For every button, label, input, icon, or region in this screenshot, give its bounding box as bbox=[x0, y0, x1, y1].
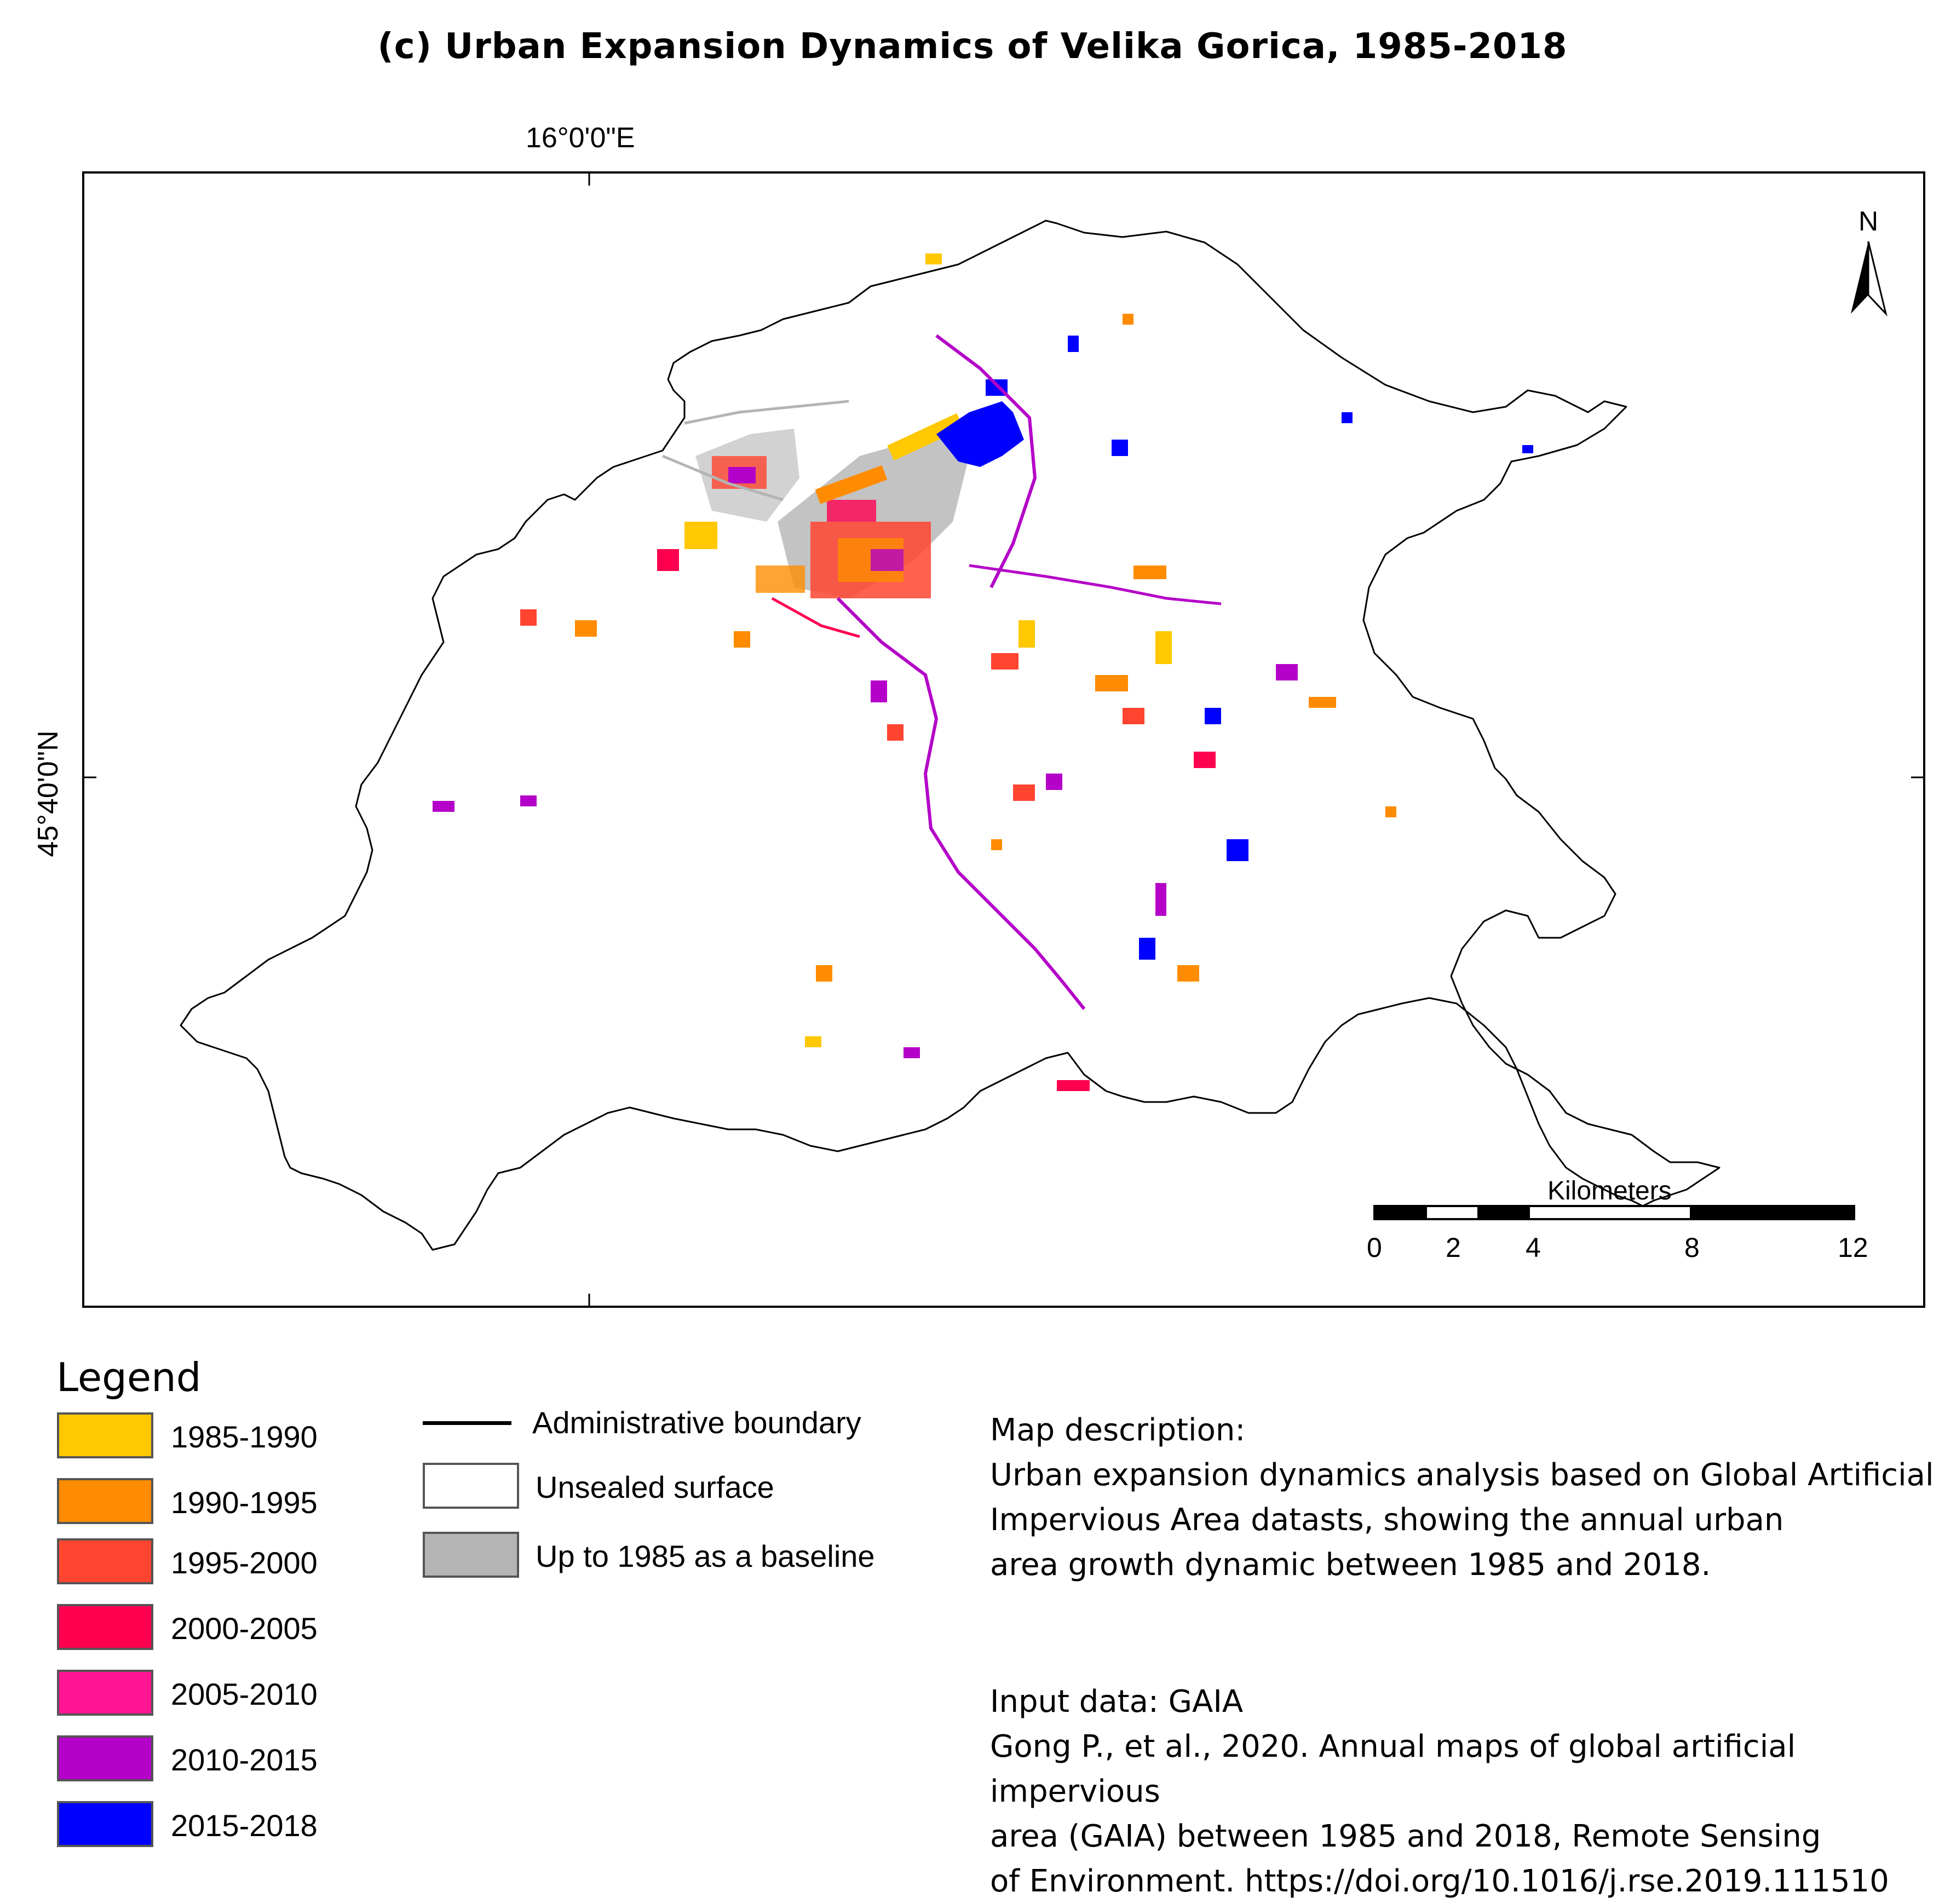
legend-swatch-baseline bbox=[423, 1532, 519, 1578]
legend-swatch-2015-2018 bbox=[57, 1801, 153, 1847]
longitude-label: 16°0'0"E bbox=[526, 122, 635, 154]
legend-label-2000-2005: 2000-2005 bbox=[171, 1611, 318, 1646]
legend-swatch-1985-1990 bbox=[57, 1412, 153, 1458]
map-description: Map description: Urban expansion dynamic… bbox=[990, 1408, 1934, 1588]
legend-line-admin-boundary bbox=[423, 1421, 511, 1425]
scale-tick-12: 12 bbox=[1838, 1232, 1868, 1263]
map-canvas: N bbox=[82, 171, 1925, 1308]
latitude-label: 45°40'0"N bbox=[32, 730, 64, 857]
legend-label-baseline: Up to 1985 as a baseline bbox=[536, 1539, 875, 1573]
legend-label-1995-2000: 1995-2000 bbox=[171, 1545, 318, 1580]
legend-swatch-2005-2010 bbox=[57, 1670, 153, 1716]
legend-label-1985-1990: 1985-1990 bbox=[171, 1420, 318, 1454]
legend-swatch-1995-2000 bbox=[57, 1538, 153, 1584]
legend-swatch-unsealed bbox=[423, 1463, 519, 1509]
input-data-line-1: Gong P., et al., 2020. Annual maps of gl… bbox=[990, 1729, 1796, 1809]
legend-title: Legend bbox=[56, 1354, 202, 1400]
input-data: Input data: GAIA Gong P., et al., 2020. … bbox=[990, 1680, 1945, 1904]
legend-label-2010-2015: 2010-2015 bbox=[171, 1743, 318, 1777]
scale-tick-8: 8 bbox=[1684, 1232, 1700, 1263]
scale-tick-2: 2 bbox=[1446, 1232, 1461, 1263]
scale-tick-4: 4 bbox=[1526, 1232, 1541, 1263]
administrative-boundary bbox=[180, 220, 1720, 1251]
legend-swatch-2000-2005 bbox=[57, 1604, 153, 1650]
input-data-heading: Input data: GAIA bbox=[990, 1684, 1244, 1720]
map-title: (c) Urban Expansion Dynamics of Velika G… bbox=[377, 26, 1568, 67]
map-description-line-1: Urban expansion dynamics analysis based … bbox=[990, 1457, 1934, 1493]
urban-patches bbox=[433, 253, 1533, 1091]
legend-swatch-2010-2015 bbox=[57, 1735, 153, 1781]
legend-label-admin-boundary: Administrative boundary bbox=[532, 1405, 861, 1440]
scale-tick-0: 0 bbox=[1367, 1232, 1382, 1263]
input-data-line-3: of Environment. https://doi.org/10.1016/… bbox=[990, 1863, 1889, 1899]
map-description-line-3: area growth dynamic between 1985 and 201… bbox=[990, 1547, 1711, 1583]
scale-bar bbox=[1373, 1205, 1855, 1220]
scale-bar-unit: Kilometers bbox=[1547, 1176, 1672, 1205]
legend-label-unsealed: Unsealed surface bbox=[536, 1470, 774, 1504]
map-description-heading: Map description: bbox=[990, 1412, 1246, 1448]
legend-swatch-1990-1995 bbox=[57, 1478, 153, 1524]
legend-label-2005-2010: 2005-2010 bbox=[171, 1677, 318, 1711]
legend-label-1990-1995: 1990-1995 bbox=[171, 1485, 318, 1520]
north-arrow-label: N bbox=[1858, 206, 1878, 236]
map-frame bbox=[82, 171, 1925, 1308]
north-arrow: N bbox=[1851, 206, 1888, 317]
legend-label-2015-2018: 2015-2018 bbox=[171, 1808, 318, 1843]
input-data-line-2: area (GAIA) between 1985 and 2018, Remot… bbox=[990, 1819, 1821, 1854]
map-description-line-2: Impervious Area datasts, showing the ann… bbox=[990, 1502, 1784, 1538]
